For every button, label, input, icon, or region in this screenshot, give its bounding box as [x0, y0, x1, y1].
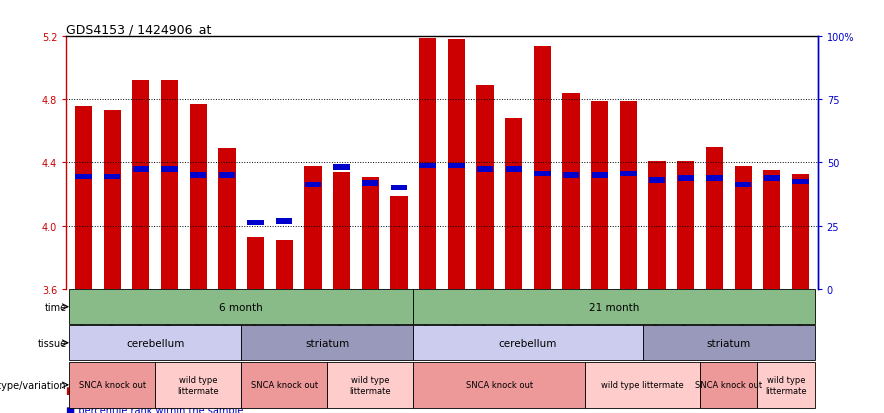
Text: 21 month: 21 month [589, 302, 639, 312]
Bar [247, 237, 264, 289]
Bar [678, 176, 694, 182]
Bar [506, 166, 522, 172]
Bar [133, 81, 149, 289]
Bar [649, 178, 666, 183]
Bar [190, 173, 206, 178]
Text: SNCA knock out: SNCA knock out [251, 380, 318, 389]
Bar [327, 362, 414, 408]
Bar [190, 105, 207, 289]
Bar [476, 166, 493, 172]
Bar [391, 196, 408, 289]
Bar [591, 173, 608, 178]
Text: genotype/variation: genotype/variation [0, 380, 66, 390]
Text: SNCA knock out: SNCA knock out [466, 380, 533, 389]
Text: GDS4153 / 1424906_at: GDS4153 / 1424906_at [66, 23, 211, 36]
Bar [104, 174, 120, 180]
Bar [333, 173, 350, 289]
Bar [162, 166, 178, 172]
Bar [764, 176, 780, 182]
Bar [304, 166, 322, 289]
Bar [763, 171, 781, 289]
Bar [333, 165, 350, 171]
Bar [792, 174, 809, 289]
Bar [649, 161, 666, 289]
Text: striatum: striatum [706, 338, 751, 348]
Bar [414, 362, 585, 408]
Bar [75, 107, 92, 289]
Text: tissue: tissue [37, 338, 66, 348]
Bar [276, 218, 293, 224]
Bar [362, 177, 379, 289]
Bar [69, 362, 156, 408]
Bar [414, 290, 815, 324]
Bar [305, 182, 321, 188]
Bar [706, 176, 722, 182]
Bar [248, 220, 263, 225]
Bar [69, 290, 414, 324]
Text: wild type
littermate: wild type littermate [349, 375, 391, 394]
Bar [735, 166, 751, 289]
Text: time: time [44, 302, 66, 312]
Bar [391, 185, 408, 191]
Bar [161, 81, 179, 289]
Text: SNCA knock out: SNCA knock out [695, 380, 762, 389]
Bar [156, 362, 241, 408]
Bar [75, 174, 92, 180]
Bar [735, 182, 751, 188]
Bar [534, 171, 551, 177]
Text: wild type
littermate: wild type littermate [178, 375, 219, 394]
Bar [505, 119, 522, 289]
Bar [362, 181, 378, 186]
Bar [241, 362, 327, 408]
Bar [705, 147, 723, 289]
Bar [620, 102, 637, 289]
Bar [133, 166, 149, 172]
Bar [677, 161, 694, 289]
Bar [563, 173, 579, 178]
Text: 6 month: 6 month [219, 302, 263, 312]
Bar [621, 171, 636, 177]
Bar [700, 362, 758, 408]
Text: cerebellum: cerebellum [499, 338, 557, 348]
Text: SNCA knock out: SNCA knock out [79, 380, 146, 389]
Bar [218, 173, 235, 178]
Bar [643, 326, 815, 360]
Bar [241, 326, 414, 360]
Bar [276, 240, 293, 289]
Bar [758, 362, 815, 408]
Text: ■ transformed count: ■ transformed count [66, 385, 170, 395]
Text: wild type littermate: wild type littermate [601, 380, 684, 389]
Bar [447, 40, 465, 289]
Bar [585, 362, 700, 408]
Bar [792, 179, 809, 185]
Text: wild type
littermate: wild type littermate [766, 375, 807, 394]
Bar [591, 102, 608, 289]
Bar [420, 164, 436, 169]
Text: cerebellum: cerebellum [126, 338, 185, 348]
Text: ■ percentile rank within the sample: ■ percentile rank within the sample [66, 405, 244, 413]
Bar [419, 39, 437, 289]
Bar [534, 47, 551, 289]
Bar [414, 326, 643, 360]
Bar [103, 111, 121, 289]
Bar [562, 94, 580, 289]
Bar [218, 149, 235, 289]
Bar [448, 164, 464, 169]
Bar [476, 86, 493, 289]
Bar [69, 326, 241, 360]
Text: striatum: striatum [305, 338, 349, 348]
